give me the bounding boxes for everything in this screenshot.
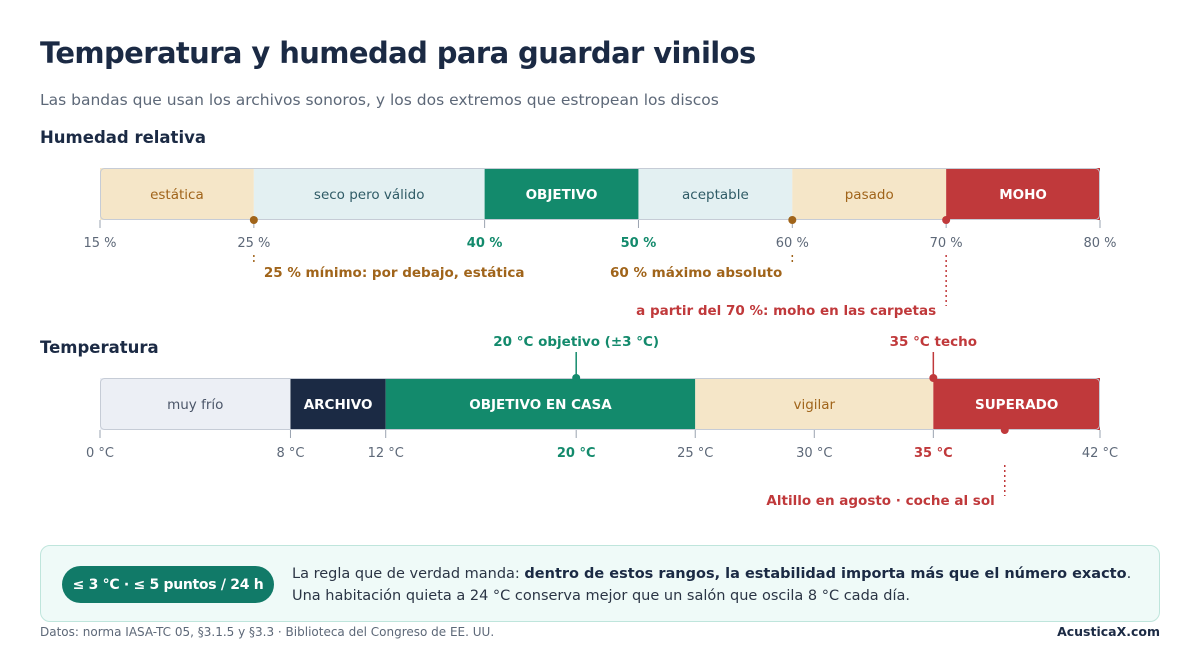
band-label: aceptable [682,187,749,203]
band-1-2 [385,378,696,430]
tick-label: 30 °C [796,446,832,461]
band-label: SUPERADO [975,397,1058,413]
tick-label: 0 °C [86,446,114,461]
callout-text: La regla que de verdad manda: dentro de … [292,563,1147,607]
annotation-label: Altillo en agosto · coche al sol [766,493,994,509]
tick-label: 12 °C [368,446,404,461]
annotation-label: 35 °C techo [890,334,977,350]
band-0-2 [484,168,639,220]
humidity-chart: estática seco pero válido OBJETIVO aceptabl… [83,168,1117,319]
band-label: OBJETIVO EN CASA [469,397,612,413]
annotation-label: a partir del 70 %: moho en las carpetas [636,303,936,319]
tick-label: 15 % [83,236,116,251]
band-label: estática [150,187,204,203]
band-frame [100,378,1100,430]
callout-line-2: Una habitación quieta a 24 °C conserva m… [292,588,910,604]
band-frame [100,168,1100,220]
tick-label: 60 % [776,236,809,251]
band-1-0 [100,378,291,430]
band-0-0 [100,168,254,220]
band-1-4 [933,378,1100,430]
tick-label: 80 % [1083,236,1116,251]
annotation-dot [572,374,581,382]
annotation-label: 20 °C objetivo (±3 °C) [493,334,659,350]
callout-line-1-prefix: La regla que de verdad manda: [292,566,525,582]
tick-label: 40 % [467,236,503,251]
tick-label: 42 °C [1082,446,1118,461]
tick-label: 50 % [621,236,657,251]
band-1-3 [695,378,934,430]
band-label: OBJETIVO [526,187,598,203]
tick-label: 70 % [930,236,963,251]
temperature-chart: muy frío ARCHIVO OBJETIVO EN CASA vigilar SU… [86,334,1118,509]
band-label: MOHO [999,187,1047,203]
tick-label: 20 °C [557,446,596,461]
annotation-label: 60 % máximo absoluto [610,265,782,281]
band-0-4 [792,168,947,220]
band-label: seco pero válido [314,187,425,203]
callout-line-1: La regla que de verdad manda: dentro de … [292,563,1147,585]
source-note: Datos: norma IASA-TC 05, §3.1.5 y §3.3 ·… [40,625,495,639]
band-1-1 [290,378,386,430]
page-subtitle: Las bandas que usan los archivos sonoros… [40,91,719,109]
band-0-5 [946,168,1100,220]
annotation-label: 25 % mínimo: por debajo, estática [264,265,525,281]
annotation-dot [942,216,951,224]
annotation-dot [249,216,258,224]
band-label: vigilar [793,397,835,413]
humidity-section-title: Humedad relativa [40,128,206,147]
band-label: pasado [845,187,894,203]
brand-link[interactable]: AcusticaX.com [1057,624,1160,639]
band-label: muy frío [167,397,223,413]
page-title: Temperatura y humedad para guardar vinil… [40,36,756,70]
temperature-section-title: Temperatura [40,338,159,357]
tick-label: 35 °C [914,446,953,461]
stability-callout: ≤ 3 °C · ≤ 5 puntos / 24 h La regla que … [40,545,1160,622]
band-label: ARCHIVO [304,397,373,413]
tick-label: 25 % [237,236,270,251]
band-0-1 [253,168,485,220]
tick-label: 8 °C [276,446,304,461]
callout-line-1-suffix: . [1126,566,1132,582]
band-0-3 [638,168,793,220]
annotation-dot [1000,426,1009,434]
stability-badge: ≤ 3 °C · ≤ 5 puntos / 24 h [62,566,274,603]
range-charts: estática seco pero válido OBJETIVO aceptabl… [83,168,1118,509]
annotation-dot [929,374,938,382]
annotation-dot [788,216,797,224]
callout-line-1-bold: dentro de estos rangos, la estabilidad i… [524,566,1127,582]
tick-label: 25 °C [677,446,713,461]
